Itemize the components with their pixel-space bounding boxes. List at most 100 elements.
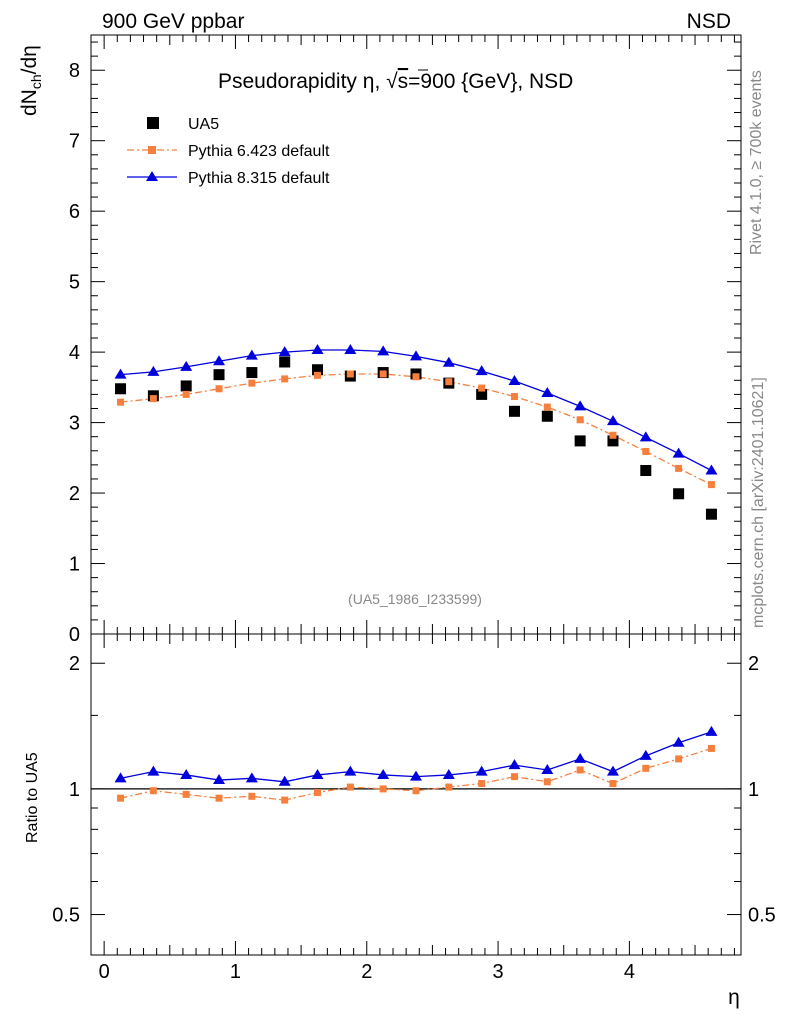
ratio-plot-frame — [90, 633, 742, 956]
ua5-data-point — [705, 508, 717, 520]
ratio-pythia6-point — [379, 785, 387, 793]
pythia8-point — [278, 346, 291, 357]
ratio-pythia8-point — [541, 763, 554, 774]
ratio-pythia8-point — [606, 765, 619, 776]
header-left-label: 900 GeV ppbar — [102, 10, 244, 33]
ratio-pythia6-point — [314, 789, 322, 797]
ua5-data-point — [476, 388, 488, 400]
ratio-pythia6-point — [281, 796, 289, 804]
pythia8-point — [147, 365, 160, 376]
main-y-tick-label: 4 — [69, 342, 80, 364]
header-right-label: NSD — [687, 10, 731, 33]
pythia6-point — [117, 398, 125, 406]
ratio-pythia8-point — [672, 736, 685, 747]
pythia6-point — [576, 416, 584, 424]
pythia6-point — [149, 395, 157, 403]
ratio-pythia8-point — [377, 768, 390, 779]
x-tick-label: 3 — [493, 961, 504, 983]
ratio-pythia6-point — [675, 755, 683, 763]
pythia8-point — [672, 447, 685, 458]
ratio-pythia8-point — [344, 765, 357, 776]
axes-layer: 0 1 2 3 4 5 6 7 8 0 1 2 3 4 0.5 0.5 1 1 2 2 — [52, 35, 776, 983]
ratio-pythia6-point — [510, 773, 518, 781]
ratio-pythia6-point — [576, 766, 584, 774]
ratio-pythia8-point — [311, 768, 324, 779]
pythia8-point — [377, 345, 390, 356]
pythia6-point — [314, 371, 322, 379]
pythia8-point — [705, 464, 718, 475]
pythia6-point — [642, 447, 650, 455]
ratio-pythia8-point — [574, 752, 587, 763]
legend: UA5 Pythia 6.423 default Pythia 8.315 de… — [127, 116, 330, 187]
ratio-y-tick-label-left: 2 — [69, 653, 80, 675]
ratio-pythia8-point — [475, 765, 488, 776]
ratio-pythia6-point — [609, 780, 617, 788]
pythia6-point — [248, 379, 256, 387]
ua5-data-point — [673, 488, 685, 500]
pythia8-point — [574, 400, 587, 411]
x-tick-label: 1 — [230, 961, 241, 983]
legend-label-pythia6: Pythia 6.423 default — [188, 143, 330, 160]
legend-label-ua5: UA5 — [188, 116, 219, 133]
main-y-axis-label: dNch/dη — [18, 45, 44, 116]
pythia8-point — [541, 386, 554, 397]
main-y-tick-label: 5 — [69, 272, 80, 294]
analysis-id-annotation: (UA5_1986_I233599) — [348, 591, 482, 607]
pythia8-point — [213, 355, 226, 366]
ratio-pythia6-point — [149, 787, 157, 795]
ratio-pythia8-point — [213, 774, 226, 785]
ratio-pythia8-point — [639, 749, 652, 760]
pythia8-point — [410, 350, 422, 361]
legend-marker-pythia6 — [148, 146, 156, 154]
x-tick-label: 2 — [361, 961, 372, 983]
ratio-pythia6-point — [707, 744, 715, 752]
ua5-data-point — [115, 383, 127, 395]
main-y-tick-label: 7 — [69, 131, 80, 153]
ratio-pythia8-point — [147, 765, 160, 776]
ratio-pythia6-point — [248, 792, 256, 800]
main-y-tick-label: 3 — [69, 413, 80, 435]
pythia8-point — [245, 349, 258, 360]
ratio-pythia6-point — [412, 787, 420, 795]
ratio-pythia8-point — [442, 768, 455, 779]
pythia6-point — [346, 370, 354, 378]
ua5-data-point — [180, 380, 192, 392]
pythia8-point — [114, 368, 127, 379]
ratio-pythia6-point — [117, 794, 125, 802]
legend-marker-ua5 — [147, 117, 159, 129]
ratio-pythia6-point — [215, 794, 223, 802]
ratio-pythia8-point — [508, 759, 521, 770]
pythia8-point — [180, 360, 193, 371]
ratio-pythia6-point — [346, 783, 354, 791]
ratio-pythia6-point — [543, 778, 551, 786]
pythia6-point — [609, 431, 617, 439]
rivet-label: Rivet 4.1.0, ≥ 700k events — [748, 70, 765, 255]
pythia8-point — [475, 365, 488, 376]
pythia8-line — [120, 349, 712, 472]
main-y-tick-label: 2 — [69, 483, 80, 505]
pythia8-point — [311, 344, 324, 355]
pythia8-point — [606, 415, 619, 426]
ratio-y-tick-label-left: 1 — [69, 779, 80, 801]
pythia6-point — [445, 378, 453, 386]
ratio-pythia8-point — [180, 768, 193, 779]
ratio-pythia6-point — [182, 790, 190, 798]
ratio-pythia6-point — [478, 780, 486, 788]
ratio-pythia8-point — [114, 772, 127, 783]
ua5-data-point — [607, 435, 619, 447]
ua5-data-point — [640, 465, 652, 477]
ratio-pythia8-point — [245, 772, 258, 783]
pythia6-point — [675, 464, 683, 472]
pythia6-point — [182, 390, 190, 398]
chart-title: Pseudorapidity η, √s=900 {GeV}, NSD — [218, 70, 573, 93]
pythia8-point — [344, 344, 357, 355]
ua5-data-point — [508, 405, 520, 417]
ua5-data-point — [541, 410, 553, 422]
ua5-data-point — [312, 364, 324, 376]
pythia6-line — [120, 373, 712, 486]
ratio-pythia8-point — [410, 770, 422, 781]
pythia6-point — [478, 384, 486, 392]
pythia6-point — [215, 385, 223, 393]
pythia6-point — [707, 481, 715, 489]
